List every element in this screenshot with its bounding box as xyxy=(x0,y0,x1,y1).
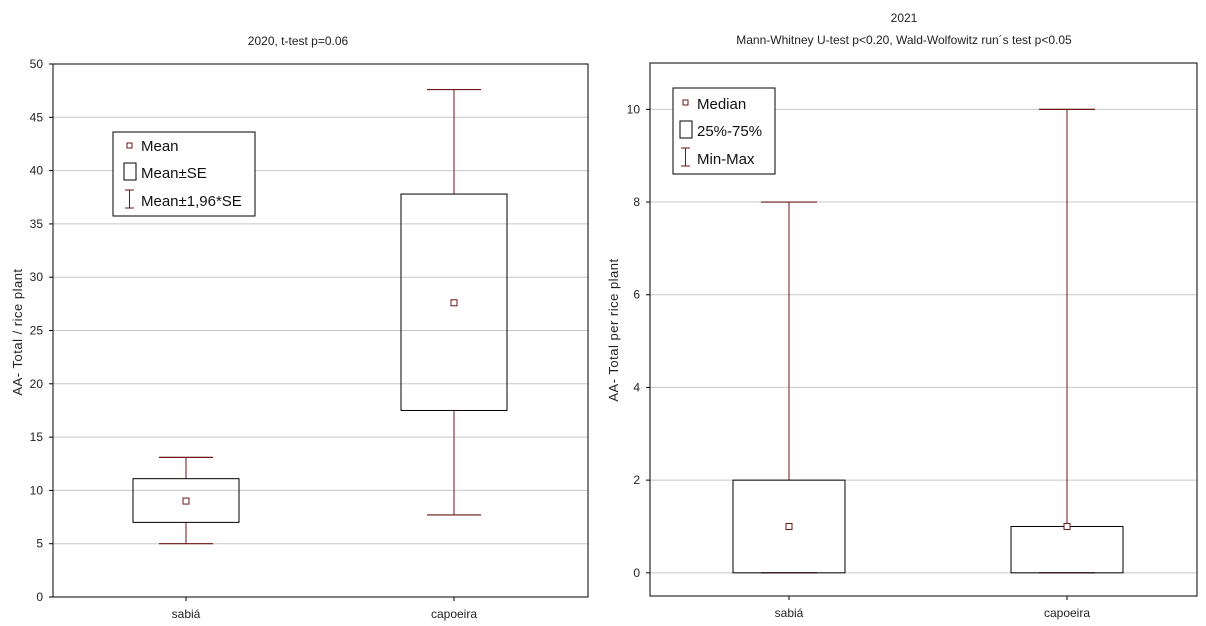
center-marker xyxy=(450,299,458,307)
x-tick-label: sabiá xyxy=(172,607,201,621)
center-marker xyxy=(182,497,190,505)
center-marker xyxy=(785,522,793,530)
legend-label: Mean±1,96*SE xyxy=(141,193,242,210)
y-tick-label: 45 xyxy=(30,110,44,124)
legend: Median 25%-75% Min-Max xyxy=(672,87,776,175)
x-tick-label: capoeira xyxy=(1044,606,1090,620)
y-tick-label: 6 xyxy=(633,288,640,302)
mean-marker-icon xyxy=(126,142,133,149)
legend-item-mean: Mean xyxy=(126,138,179,155)
chart-title: 2021 xyxy=(891,11,918,25)
chart-title: 2020, t-test p=0.06 xyxy=(248,34,349,48)
y-tick-label: 0 xyxy=(633,566,640,580)
y-tick-label: 20 xyxy=(30,377,44,391)
y-tick-label: 10 xyxy=(30,483,44,497)
y-tick-label: 10 xyxy=(627,102,641,116)
legend-label: Mean±SE xyxy=(141,165,207,182)
y-tick-label: 40 xyxy=(30,164,44,178)
y-tick-label: 8 xyxy=(633,195,640,209)
y-tick-label: 2 xyxy=(633,473,640,487)
legend-box xyxy=(672,87,776,175)
center-marker xyxy=(1063,522,1071,530)
box-capoeira xyxy=(400,193,508,411)
legend-label: 25%-75% xyxy=(697,123,762,140)
chart-2021: 2021 Mann-Whitney U-test p<0.20, Wald-Wo… xyxy=(606,11,1198,620)
box-swatch-icon xyxy=(679,120,693,139)
legend-item-mean-se: Mean±SE xyxy=(123,162,207,182)
legend-label: Mean xyxy=(141,138,179,155)
y-tick-label: 0 xyxy=(36,590,43,604)
legend-box xyxy=(112,131,256,217)
whisker-swatch-icon xyxy=(125,189,134,209)
legend: Mean Mean±SE Mean±1,96*SE xyxy=(112,131,256,217)
chart-subtitle: Mann-Whitney U-test p<0.20, Wald-Wolfowi… xyxy=(736,33,1072,47)
y-tick-label: 5 xyxy=(36,537,43,551)
y-axis-label: AA- Total / rice plant xyxy=(10,268,25,395)
y-tick-label: 35 xyxy=(30,217,44,231)
legend-item-min-max: Min-Max xyxy=(681,147,755,168)
box-sabiá xyxy=(132,478,240,523)
x-tick-label: sabiá xyxy=(775,606,804,620)
y-axis-label: AA- Total per rice plant xyxy=(606,258,621,401)
y-tick-label: 25 xyxy=(30,324,44,338)
plot-frame xyxy=(52,63,589,598)
plot-area: 0 5 10 15 20 25 30 35 40 45 50 sabiá capoeira xyxy=(30,57,589,621)
y-tick-label: 50 xyxy=(30,57,44,71)
y-tick-label: 30 xyxy=(30,270,44,284)
legend-label: Min-Max xyxy=(697,151,755,168)
box-capoeira xyxy=(1010,525,1124,574)
plot-area: 0 2 4 6 8 10 sabiá capoeira xyxy=(627,62,1198,620)
plot-frame xyxy=(649,62,1198,597)
x-tick-label: capoeira xyxy=(431,607,477,621)
whisker-swatch-icon xyxy=(681,147,690,167)
y-tick-label: 4 xyxy=(633,380,640,394)
legend-label: Median xyxy=(697,96,746,113)
legend-item-mean-ci: Mean±1,96*SE xyxy=(125,189,242,210)
chart-2020: 2020, t-test p=0.06 AA- Total / rice pla… xyxy=(10,34,589,621)
legend-item-quartiles: 25%-75% xyxy=(679,120,762,140)
legend-item-median: Median xyxy=(682,96,746,113)
box-swatch-icon xyxy=(123,162,137,181)
median-marker-icon xyxy=(682,99,689,106)
box-sabiá xyxy=(732,479,846,574)
y-tick-label: 15 xyxy=(30,430,44,444)
